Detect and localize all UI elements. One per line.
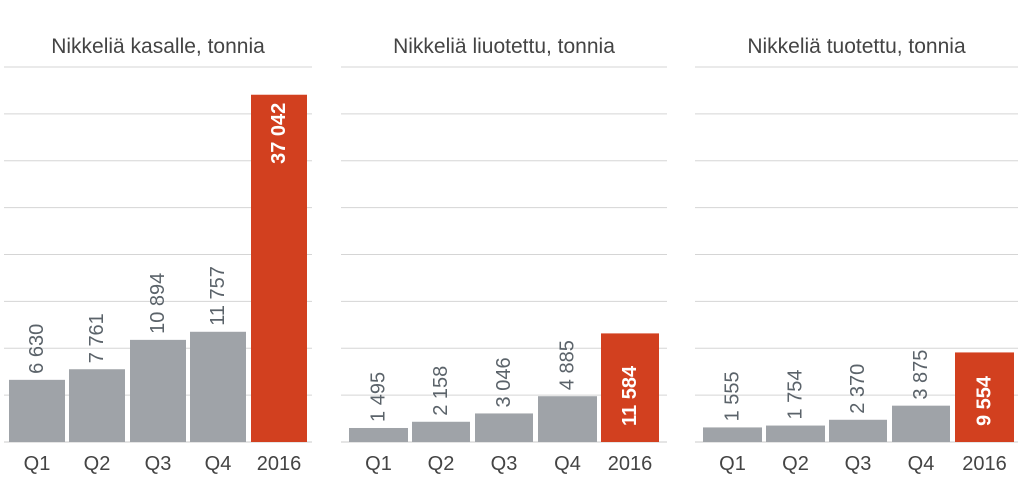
category-label: Q2 bbox=[428, 453, 455, 475]
value-label: 10 894 bbox=[147, 273, 169, 334]
category-label: 2016 bbox=[608, 453, 653, 475]
category-label: Q1 bbox=[365, 453, 392, 475]
quarter-bar bbox=[69, 369, 125, 442]
category-label: Q3 bbox=[491, 453, 518, 475]
category-label: Q2 bbox=[84, 453, 111, 475]
category-label: Q1 bbox=[24, 453, 51, 475]
total-bar bbox=[251, 94, 307, 442]
value-label: 2 158 bbox=[430, 366, 452, 416]
value-label: 6 630 bbox=[26, 324, 48, 374]
quarter-bar bbox=[349, 427, 408, 442]
quarter-bar bbox=[190, 331, 246, 442]
quarter-bar bbox=[412, 421, 470, 442]
quarter-bar bbox=[9, 379, 65, 442]
quarter-bar bbox=[892, 405, 950, 442]
value-label: 4 885 bbox=[557, 340, 579, 390]
chart-panel-2: Nikkeliä liuotettu, tonnia 1 495 Q1 2 158 Q2… bbox=[341, 35, 667, 475]
chart-title: Nikkeliä liuotettu, tonnia bbox=[393, 35, 615, 58]
quarter-bar bbox=[130, 339, 186, 442]
value-label: 3 046 bbox=[493, 357, 515, 407]
value-label: 37 042 bbox=[268, 103, 290, 164]
category-label: Q4 bbox=[554, 453, 581, 475]
chart-panel-1: Nikkeliä kasalle, tonnia 6 630 Q1 7 761 Q2 10… bbox=[4, 35, 312, 475]
category-label: Q4 bbox=[908, 453, 935, 475]
value-label: 11 584 bbox=[619, 365, 641, 426]
quarter-bar bbox=[766, 425, 825, 442]
value-label: 2 370 bbox=[847, 364, 869, 414]
chart-title: Nikkeliä kasalle, tonnia bbox=[51, 35, 265, 58]
category-label: Q4 bbox=[205, 453, 232, 475]
total-bar bbox=[955, 352, 1014, 442]
value-label: 7 761 bbox=[86, 313, 108, 363]
chart-title: Nikkeliä tuotettu, tonnia bbox=[747, 35, 966, 58]
category-label: 2016 bbox=[962, 453, 1007, 475]
category-label: Q1 bbox=[719, 453, 746, 475]
quarter-bar bbox=[703, 427, 762, 442]
quarter-bar bbox=[829, 419, 887, 442]
value-label: 1 754 bbox=[785, 369, 807, 419]
category-label: Q3 bbox=[145, 453, 172, 475]
value-label: 11 757 bbox=[207, 266, 229, 326]
value-label: 9 554 bbox=[974, 375, 996, 426]
quarter-bar bbox=[538, 396, 597, 442]
category-label: Q2 bbox=[782, 453, 809, 475]
category-label: Q3 bbox=[845, 453, 872, 475]
category-label: 2016 bbox=[257, 453, 302, 475]
quarter-bar bbox=[475, 413, 533, 442]
value-label: 1 495 bbox=[368, 372, 390, 422]
value-label: 3 875 bbox=[910, 350, 932, 400]
chart-panel-3: Nikkeliä tuotettu, tonnia 1 555 Q1 1 754 Q2 2… bbox=[695, 35, 1018, 475]
total-bar bbox=[601, 333, 659, 442]
value-label: 1 555 bbox=[722, 371, 744, 421]
